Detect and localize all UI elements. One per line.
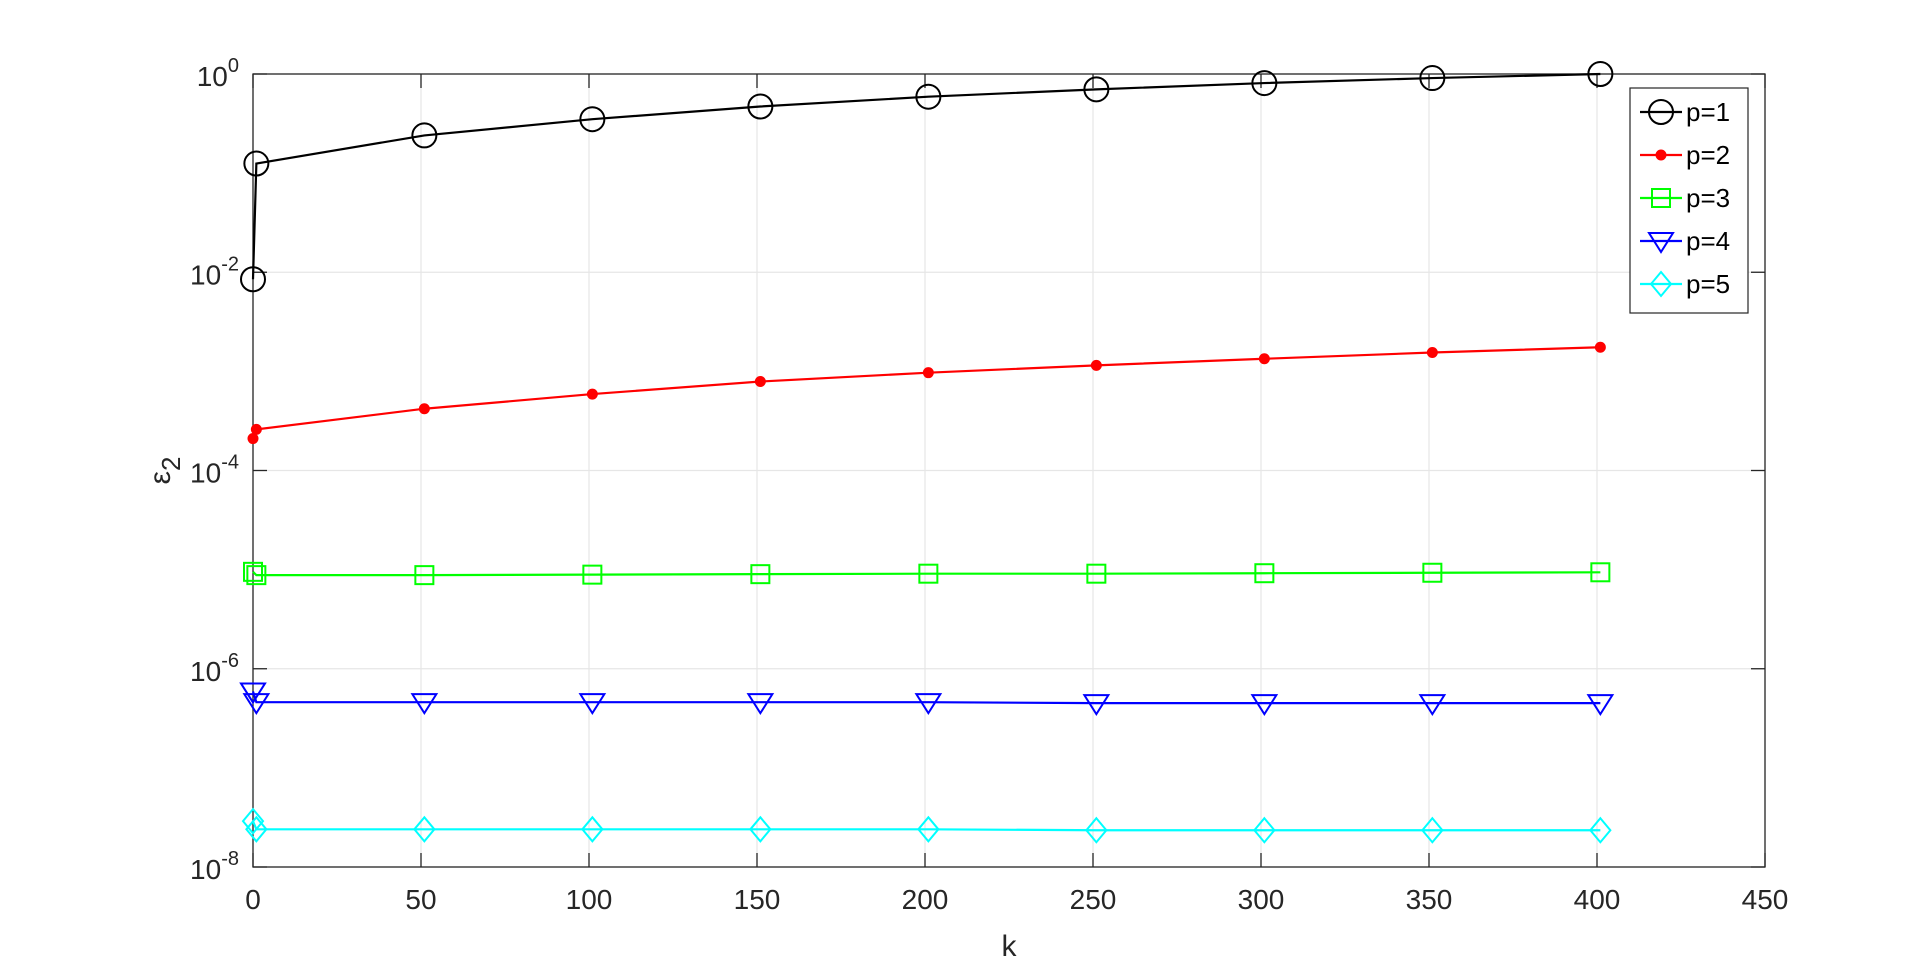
data-point: [241, 807, 265, 835]
legend-marker: [1649, 270, 1673, 298]
legend-item: p=4: [1640, 226, 1730, 256]
data-point: [1586, 694, 1615, 716]
data-point: [246, 565, 267, 586]
data-point: [1251, 70, 1278, 97]
axes-box: [252, 73, 1766, 868]
data-point: [1426, 347, 1438, 359]
data-point: [242, 693, 271, 716]
legend-label: p=4: [1686, 226, 1730, 256]
legend-label: p=2: [1686, 140, 1730, 170]
data-point: [413, 815, 436, 843]
data-point: [1254, 563, 1275, 584]
data-point: [250, 423, 262, 435]
data-point: [1082, 694, 1111, 716]
legend-marker: [1651, 188, 1671, 208]
data-point: [245, 815, 268, 843]
series-line: [252, 571, 1601, 577]
data-point: [1418, 694, 1447, 716]
data-point: [918, 563, 939, 584]
data-point: [1590, 562, 1611, 583]
legend-box: [1629, 87, 1749, 314]
data-point: [578, 693, 607, 716]
x-tick-label: 450: [1742, 884, 1789, 915]
y-tick-label: 10-4: [190, 452, 239, 489]
legend-item: p=3: [1640, 183, 1730, 213]
legend-marker: [1655, 149, 1667, 161]
legend: p=1 p=2 p=3 p=4 p=5: [1629, 87, 1749, 314]
legend-marker: [1648, 99, 1674, 125]
y-axis-label: ε2: [144, 457, 186, 485]
x-tick-label: 100: [566, 884, 613, 915]
data-point: [1086, 563, 1107, 584]
data-point: [579, 106, 606, 133]
data-point: [1421, 816, 1444, 844]
series-2: [247, 341, 1606, 445]
data-point: [247, 433, 259, 445]
series-line: [251, 820, 1601, 832]
data-point: [1090, 359, 1102, 371]
y-tick-label: 10-6: [190, 650, 239, 687]
y-tick-label: 10-2: [190, 253, 239, 290]
data-point: [917, 815, 940, 843]
data-point: [750, 564, 771, 585]
data-point: [582, 564, 603, 585]
legend-label: p=3: [1686, 183, 1730, 213]
data-point: [922, 367, 934, 379]
data-point: [1253, 816, 1276, 844]
legend-item: p=5: [1640, 269, 1730, 299]
legend-item: p=2: [1640, 140, 1730, 170]
data-point: [1085, 816, 1108, 844]
data-point: [581, 815, 604, 843]
x-tick-label: 0: [245, 884, 261, 915]
data-point: [754, 376, 766, 388]
y-axis-label-text: ε2: [144, 457, 186, 485]
series-5: [241, 807, 1612, 844]
x-tick-label: 350: [1406, 884, 1453, 915]
data-point: [411, 122, 438, 149]
x-tick-label: 250: [1070, 884, 1117, 915]
legend-marker: [1647, 232, 1675, 254]
data-point: [418, 403, 430, 415]
data-point: [243, 561, 263, 582]
x-tick-label: 400: [1574, 884, 1621, 915]
data-point: [1250, 694, 1279, 716]
data-point: [240, 266, 266, 293]
legend-label: p=1: [1686, 97, 1730, 127]
data-point: [1422, 562, 1443, 583]
data-point: [1587, 61, 1614, 87]
data-point: [1083, 76, 1110, 103]
data-point: [586, 388, 598, 400]
data-point: [747, 93, 774, 120]
series-1: [240, 61, 1614, 293]
y-tick-label: 10-8: [190, 848, 239, 885]
data-point: [746, 693, 775, 716]
data-point: [410, 693, 439, 716]
x-tick-label: 50: [405, 884, 436, 915]
data-point: [243, 150, 270, 177]
series-line: [251, 346, 1601, 439]
x-tick-label: 300: [1238, 884, 1285, 915]
x-axis-label: k: [1002, 930, 1018, 963]
x-tick-label: 200: [902, 884, 949, 915]
legend-item: p=1: [1640, 97, 1730, 127]
y-tick-label: 100: [197, 55, 239, 92]
data-point: [414, 565, 435, 586]
series-4: [239, 682, 1615, 716]
series-line: [251, 691, 1601, 705]
data-point: [914, 693, 943, 716]
data-point: [1419, 65, 1446, 92]
x-tick-label: 150: [734, 884, 781, 915]
series-line: [251, 72, 1601, 280]
data-point: [915, 83, 942, 110]
data-point: [749, 815, 772, 843]
data-point: [1594, 341, 1606, 353]
data-point: [1589, 816, 1612, 844]
data-point: [1258, 353, 1270, 365]
series-3: [243, 561, 1611, 586]
data-point: [239, 682, 267, 705]
legend-label: p=5: [1686, 269, 1730, 299]
